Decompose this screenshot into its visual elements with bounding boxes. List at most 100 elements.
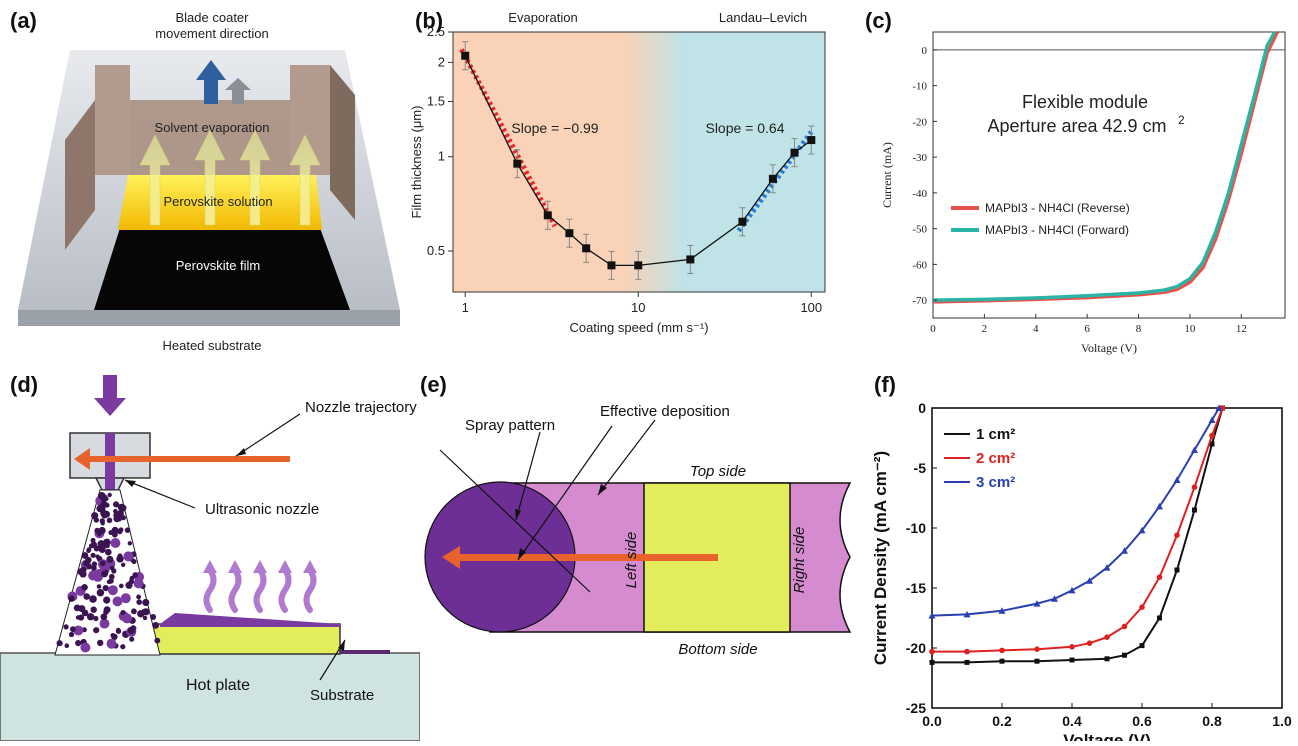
- droplet: [127, 626, 136, 635]
- data-point: [807, 136, 816, 145]
- module-iv-chart: 0 2 4 6 8 10 12 0 -10 -20 -30 -40 -50 -60 -70 Voltage (…: [880, 31, 1286, 355]
- droplet: [123, 551, 134, 562]
- series-line: [932, 407, 1224, 653]
- y-tick-label: -40: [912, 188, 927, 200]
- droplet: [88, 570, 99, 581]
- droplet: [112, 596, 123, 607]
- direction-label-2: movement direction: [155, 26, 268, 41]
- droplet: [86, 613, 95, 621]
- data-point: [1173, 476, 1181, 483]
- heated-substrate-label: Heated substrate: [162, 338, 261, 353]
- droplet: [120, 593, 131, 604]
- droplet: [75, 640, 82, 647]
- droplet: [77, 614, 85, 621]
- y-tick-label: -25: [906, 700, 926, 716]
- droplet: [93, 627, 100, 634]
- droplet: [111, 633, 118, 640]
- data-point: [543, 211, 552, 220]
- droplet: [68, 595, 75, 602]
- y-tick-label: -70: [912, 295, 927, 307]
- blade-coating-diagram: Blade coater movement direction Solvent …: [18, 10, 400, 353]
- data-point: [1086, 640, 1093, 646]
- droplet: [97, 639, 104, 647]
- droplet: [100, 613, 108, 621]
- data-point: [928, 612, 936, 619]
- data-point: [999, 658, 1005, 664]
- panel-label: (b): [415, 8, 444, 33]
- droplet: [109, 573, 115, 580]
- droplet: [142, 615, 148, 621]
- data-point: [607, 261, 616, 270]
- y-tick-label: -20: [912, 116, 927, 128]
- top-side-label: Top side: [690, 463, 746, 480]
- perovskite-solution-label: Perovskite solution: [163, 194, 272, 209]
- data-point: [964, 648, 970, 655]
- droplet: [154, 637, 161, 644]
- panel-label: (d): [10, 372, 39, 397]
- data-point: [1103, 564, 1111, 571]
- y-tick-label: -15: [906, 580, 926, 596]
- droplet: [63, 624, 69, 630]
- legend-label: MAPbI3 - NH4Cl (Forward): [985, 223, 1129, 237]
- region-evaporation-label: Evaporation: [508, 10, 577, 25]
- y-axis-label: Current (mA): [880, 142, 894, 208]
- series-line: [932, 31, 1277, 302]
- y-axis-label: Film thickness (μm): [409, 106, 424, 219]
- data-point: [1139, 643, 1145, 649]
- data-point: [1138, 526, 1146, 534]
- droplet: [56, 640, 63, 647]
- legend-label: MAPbI3 - NH4Cl (Reverse): [985, 201, 1130, 215]
- droplet: [106, 517, 113, 524]
- droplet: [64, 643, 70, 648]
- panel-c: (c) 0 2 4 6 8 10 12 0 -10 -20 -30 -40 -50 -60 -70 Volta…: [855, 0, 1298, 360]
- droplet: [100, 510, 108, 518]
- data-point: [1208, 416, 1216, 423]
- droplet: [109, 565, 115, 571]
- panel-a: (a): [0, 0, 400, 360]
- droplet: [96, 531, 102, 537]
- droplet: [95, 554, 100, 559]
- data-point: [1139, 604, 1145, 610]
- x-tick-label: 10: [1184, 323, 1196, 335]
- legend-label: 1 cm²: [976, 426, 1015, 443]
- droplet: [99, 618, 110, 629]
- droplet: [119, 504, 127, 512]
- droplet: [127, 541, 132, 546]
- data-point: [999, 647, 1005, 654]
- data-point: [929, 648, 935, 655]
- data-point: [686, 255, 695, 264]
- y-tick-label: -10: [912, 81, 927, 93]
- droplet: [99, 518, 106, 524]
- droplet: [86, 547, 92, 553]
- data-point: [1121, 547, 1128, 554]
- y-tick-label: 0: [922, 45, 928, 57]
- droplet: [83, 593, 90, 600]
- data-point: [1034, 658, 1040, 664]
- y-tick-label: -30: [912, 152, 927, 164]
- data-point: [1104, 634, 1110, 640]
- droplet: [150, 614, 157, 620]
- x-tick-label: 1.0: [1272, 713, 1292, 729]
- data-point: [929, 659, 935, 665]
- substrate-label-d: Substrate: [310, 687, 374, 704]
- right-side-label: Right side: [791, 527, 808, 594]
- nozzle-trajectory-label: Nozzle trajectory: [305, 399, 417, 416]
- droplet: [136, 594, 142, 600]
- droplet: [110, 538, 121, 548]
- hot-plate-label: Hot plate: [186, 677, 250, 694]
- data-point: [565, 229, 574, 238]
- droplet: [142, 598, 150, 607]
- droplet: [89, 595, 97, 603]
- data-point: [1034, 646, 1040, 652]
- droplet: [141, 608, 148, 615]
- x-tick-label: 6: [1084, 323, 1090, 335]
- data-point: [1033, 600, 1041, 607]
- x-axis-label: Coating speed (mm s⁻¹): [569, 320, 708, 335]
- feed-arrow-icon: [94, 375, 126, 416]
- x-tick-label: 2: [982, 323, 988, 335]
- data-point: [1174, 532, 1180, 538]
- droplet: [93, 615, 99, 622]
- droplet: [103, 596, 111, 604]
- droplet: [90, 537, 96, 543]
- droplet: [73, 625, 84, 636]
